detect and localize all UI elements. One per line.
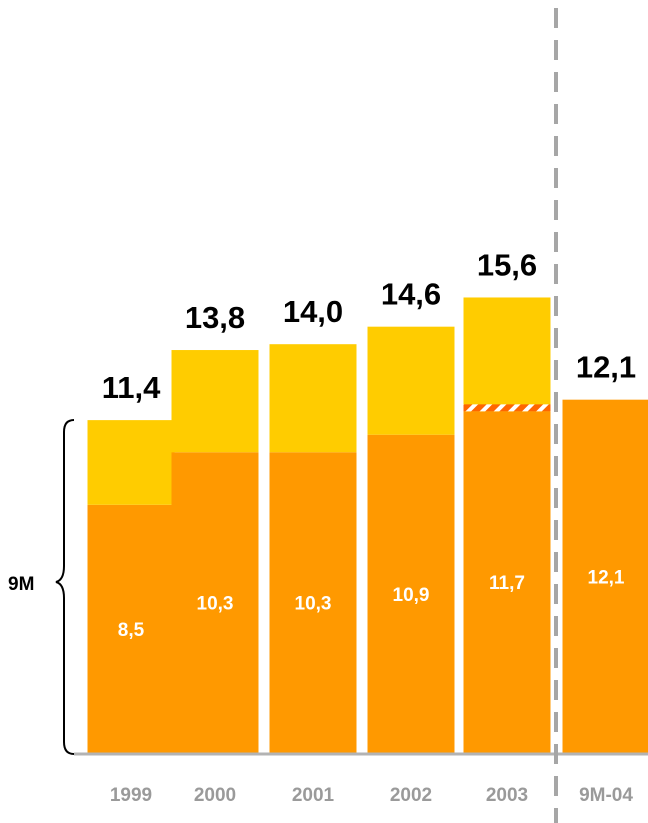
total-label-9M-04: 12,1 (576, 350, 636, 385)
tick-label-2003: 2003 (486, 785, 528, 806)
bar-lower-2001 (269, 452, 357, 753)
bar-upper-2002 (367, 326, 455, 435)
total-label-2001: 14,0 (283, 294, 343, 329)
total-label-2002: 14,6 (381, 277, 441, 312)
value-label-2001: 10,3 (295, 594, 332, 615)
tick-label-2000: 2000 (194, 785, 236, 806)
labels-layer: 11,4 8,5 1999 13,8 10,3 2000 14,0 10,3 2001 14,6 1… (102, 247, 636, 806)
bars-layer (87, 297, 648, 753)
nine-month-brace (55, 419, 75, 755)
value-label-9M-04: 12,1 (588, 567, 625, 588)
bar-lower-1999 (87, 504, 175, 753)
value-label-1999: 8,5 (118, 620, 145, 641)
tick-label-2001: 2001 (292, 785, 335, 806)
bar-upper-1999 (87, 420, 175, 505)
bar-hatch-2003 (463, 404, 551, 412)
bar-lower-9M-04 (562, 399, 648, 753)
total-label-1999: 11,4 (102, 370, 161, 405)
tick-label-2002: 2002 (390, 785, 432, 806)
bar-lower-2000 (171, 452, 259, 753)
bracket-label: 9M (8, 574, 34, 595)
tick-label-9M-04: 9M-04 (579, 785, 633, 806)
tick-label-1999: 1999 (110, 785, 152, 806)
value-label-2003: 11,7 (489, 573, 525, 594)
value-label-2000: 10,3 (197, 594, 234, 615)
bar-lower-2003 (463, 411, 551, 753)
total-label-2003: 15,6 (477, 247, 537, 282)
bar-lower-2002 (367, 434, 455, 753)
value-label-2002: 10,9 (393, 585, 430, 606)
bar-upper-2000 (171, 350, 259, 453)
bar-upper-2001 (269, 344, 357, 453)
bar-upper-2003 (463, 297, 551, 412)
total-label-2000: 13,8 (185, 300, 245, 335)
